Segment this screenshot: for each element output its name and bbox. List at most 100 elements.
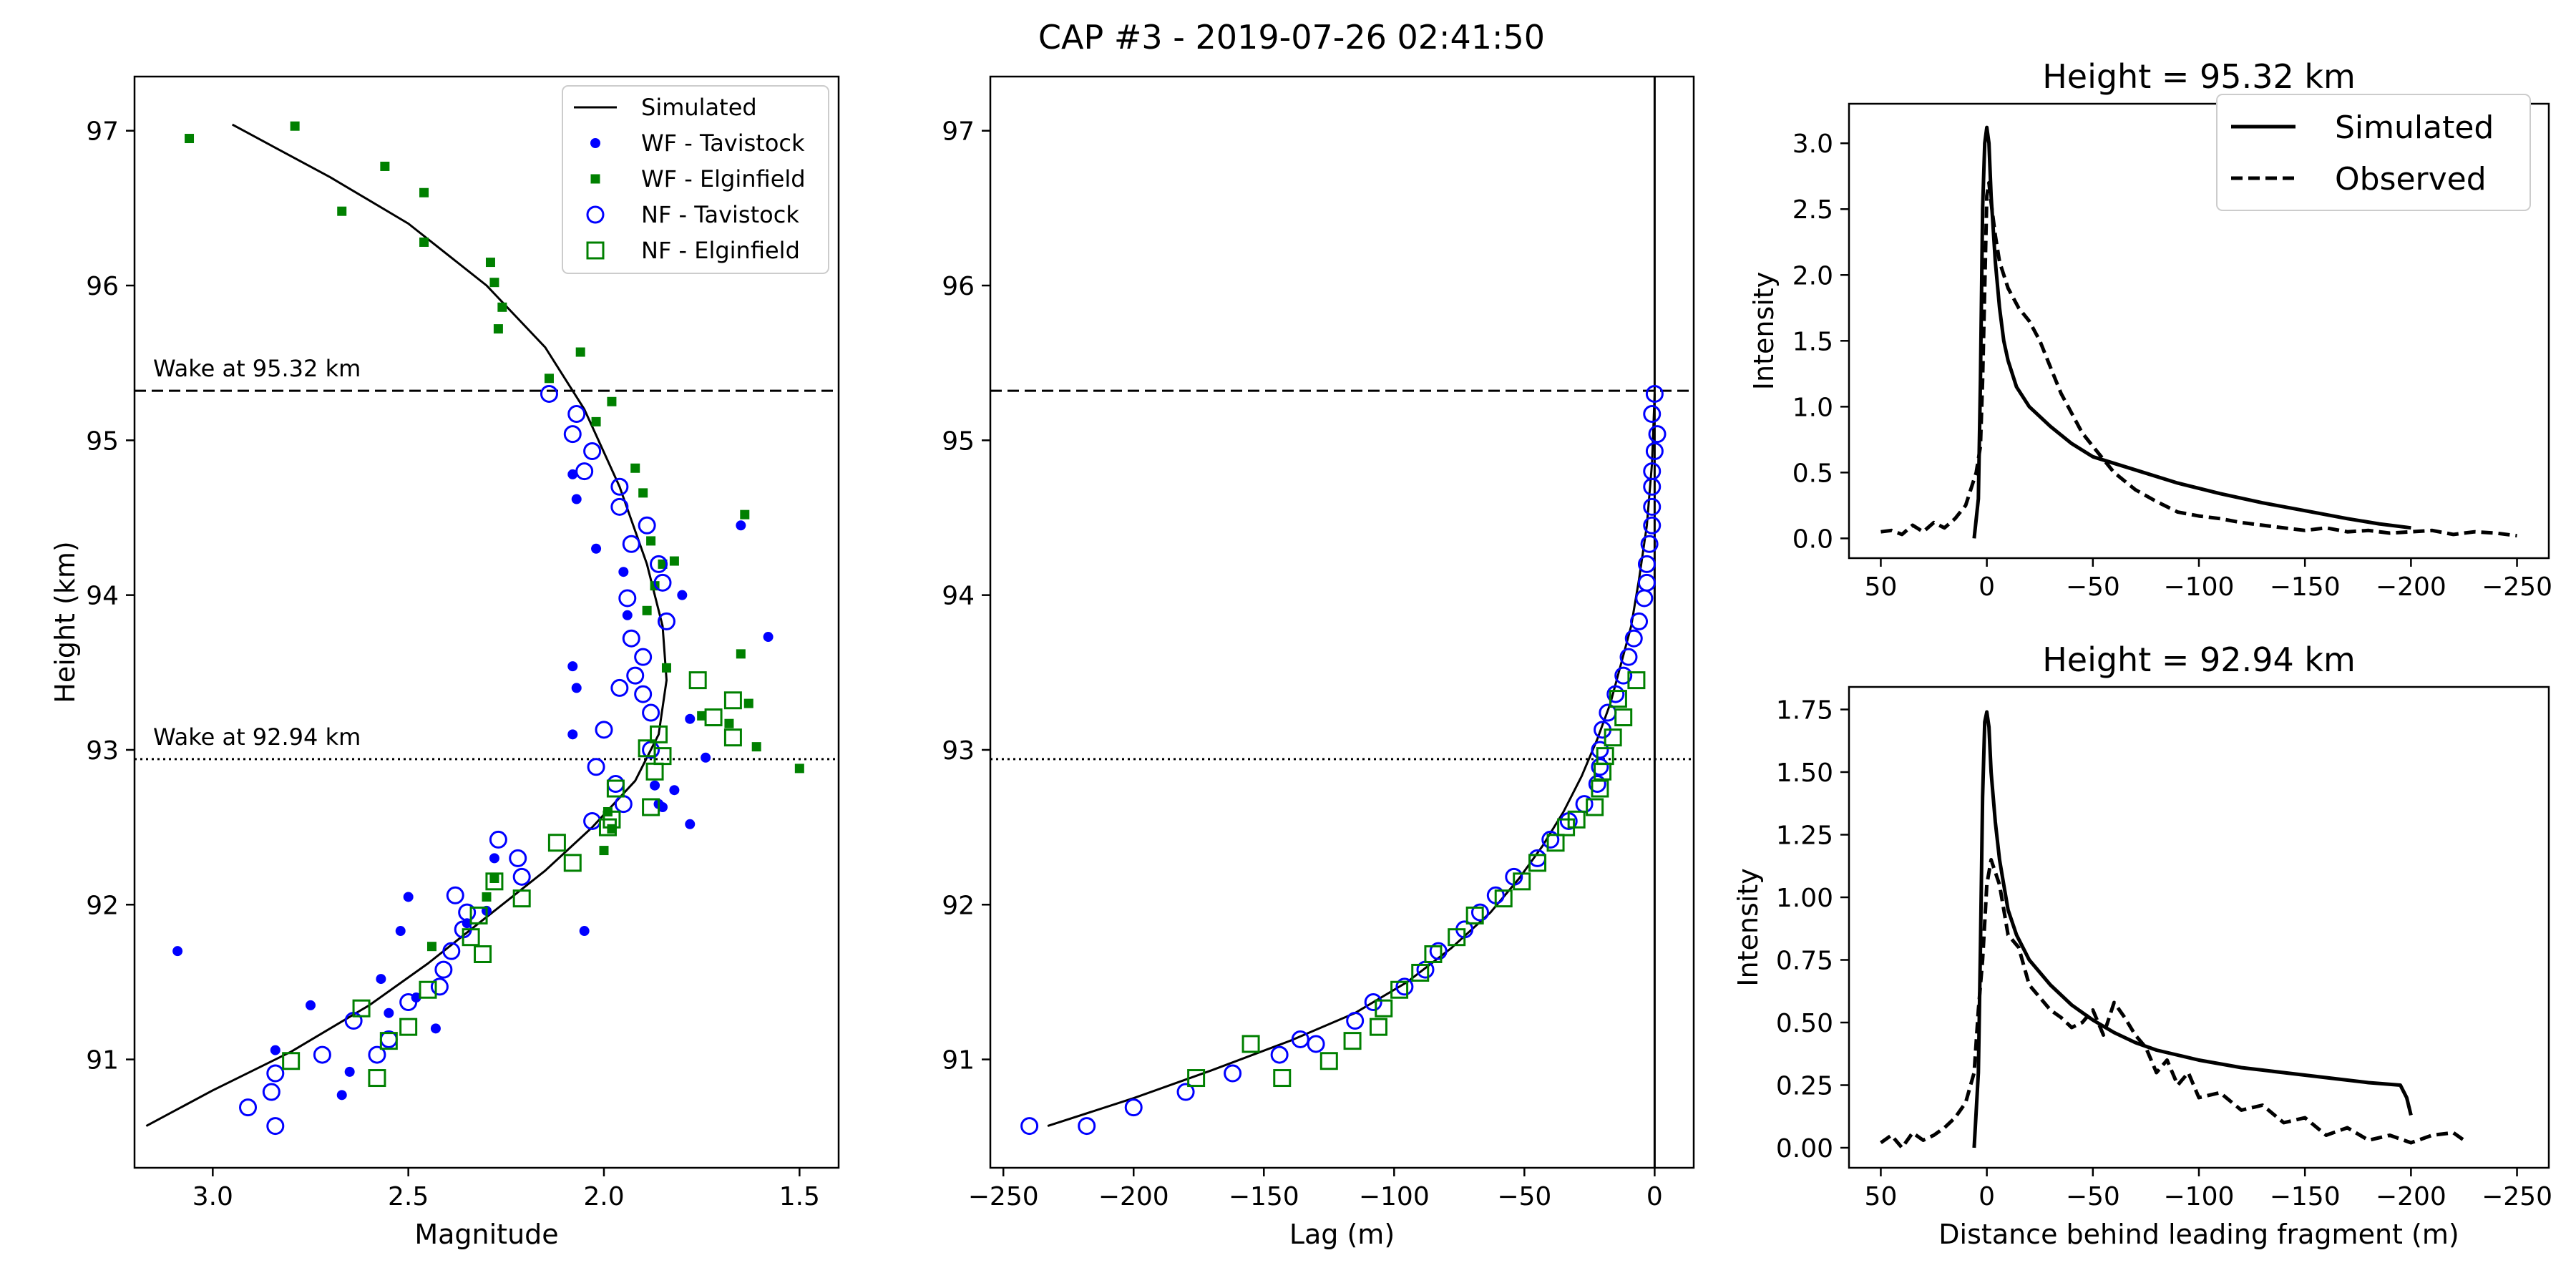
data-point [1375,999,1393,1018]
data-point [1494,889,1513,908]
series-simulated [1972,710,2413,1148]
data-point [610,477,629,496]
y-tick-label: 97 [942,117,975,147]
data-point [740,509,750,519]
data-point [650,555,668,573]
data-point [1187,1069,1206,1088]
data-point [622,629,640,648]
data-point [1643,497,1662,516]
y-tick-label: 95 [942,426,975,456]
data-point [313,1045,331,1064]
data-point [430,1023,441,1034]
data-point [610,497,629,516]
data-point [172,946,183,957]
data-point [434,960,453,979]
data-point [493,324,503,334]
axes-title: Height = 92.94 km [2042,640,2356,679]
data-point [579,926,590,937]
legend-swatch [586,241,605,260]
data-point [337,206,347,216]
y-tick-label: 1.75 [1776,696,1833,726]
y-tick-label: 1.25 [1776,821,1833,851]
y-tick-label: 92 [942,891,975,920]
data-point [1557,818,1576,836]
x-tick-label: −200 [2376,1182,2446,1211]
data-point [540,384,558,403]
data-point [1307,1035,1325,1053]
legend-label: WF - Elginfield [641,165,806,192]
y-tick-label: 95 [86,426,119,456]
data-point [1424,945,1443,963]
data-point [642,798,660,816]
axes-frame [989,75,1695,1169]
axes-profile-top: 50 0 −50 −100 −150 −200 −250 0.0 0.5 1.0 1.5 2.0 2.5… [1748,57,2552,602]
series-line [1972,125,2411,539]
data-point [1448,928,1466,947]
data-point [606,779,625,798]
legend-label: Observed [2335,161,2487,197]
axes-frame [133,75,840,1169]
legend: Simulated Observed [2216,94,2531,211]
axes-title: Height = 95.32 km [2042,57,2356,96]
series-wf-elginfield [185,121,804,952]
data-point [661,663,671,673]
data-point [650,725,668,743]
series-line [1972,710,2413,1148]
y-tick-label: 93 [86,736,119,766]
data-point [723,691,742,710]
data-point [763,632,774,643]
data-point [485,258,495,268]
data-point [1270,1045,1289,1064]
data-point [1648,425,1667,444]
data-point [368,1045,386,1064]
y-tick-label: 94 [86,582,119,611]
data-point [1513,872,1531,891]
data-point [1640,535,1659,553]
data-point [1645,441,1664,460]
data-point [1546,834,1565,852]
data-point [509,849,527,867]
x-tick-label: 50 [1865,572,1898,602]
axes-magnitude: Wake at 95.32 km Wake at 92.94 km 3.0 2.5 2.… [49,75,840,1250]
data-point [1591,758,1609,776]
x-tick-label: −200 [1098,1182,1169,1211]
data-point [571,494,582,504]
data-point [1541,830,1560,849]
data-point [352,999,371,1018]
y-tick-label: 0.5 [1792,459,1833,488]
data-point [368,1069,386,1088]
data-point [1624,629,1643,648]
data-point [567,661,578,672]
data-point [645,762,664,781]
data-point [1411,963,1430,982]
data-point [1643,516,1662,535]
data-point [575,462,594,481]
x-tick-label: −250 [2482,572,2552,602]
y-axis-label: Intensity [1732,868,1764,986]
x-tick-label: −50 [2066,572,2120,602]
y-tick-label: 1.5 [1792,327,1833,356]
data-point [794,763,804,774]
data-point [262,1083,280,1101]
plot-area [1880,710,2465,1150]
legend-label: Simulated [641,94,757,121]
data-point [638,739,656,758]
data-point [344,1066,355,1077]
data-point [1614,708,1633,727]
data-point [598,818,617,836]
x-tick-label: 3.0 [192,1182,233,1211]
data-point [634,685,653,703]
data-point [563,425,582,444]
legend-label: Simulated [2335,109,2494,146]
data-point [1606,685,1625,703]
data-point [1591,779,1609,798]
data-point [658,801,668,812]
data-point [685,819,696,829]
y-tick-label: 94 [942,582,975,611]
data-point [266,1064,285,1083]
data-point [497,302,507,312]
data-point [723,728,742,747]
series-line [1880,180,2517,538]
y-tick-label: 92 [86,891,119,920]
x-tick-label: −250 [2482,1182,2552,1211]
